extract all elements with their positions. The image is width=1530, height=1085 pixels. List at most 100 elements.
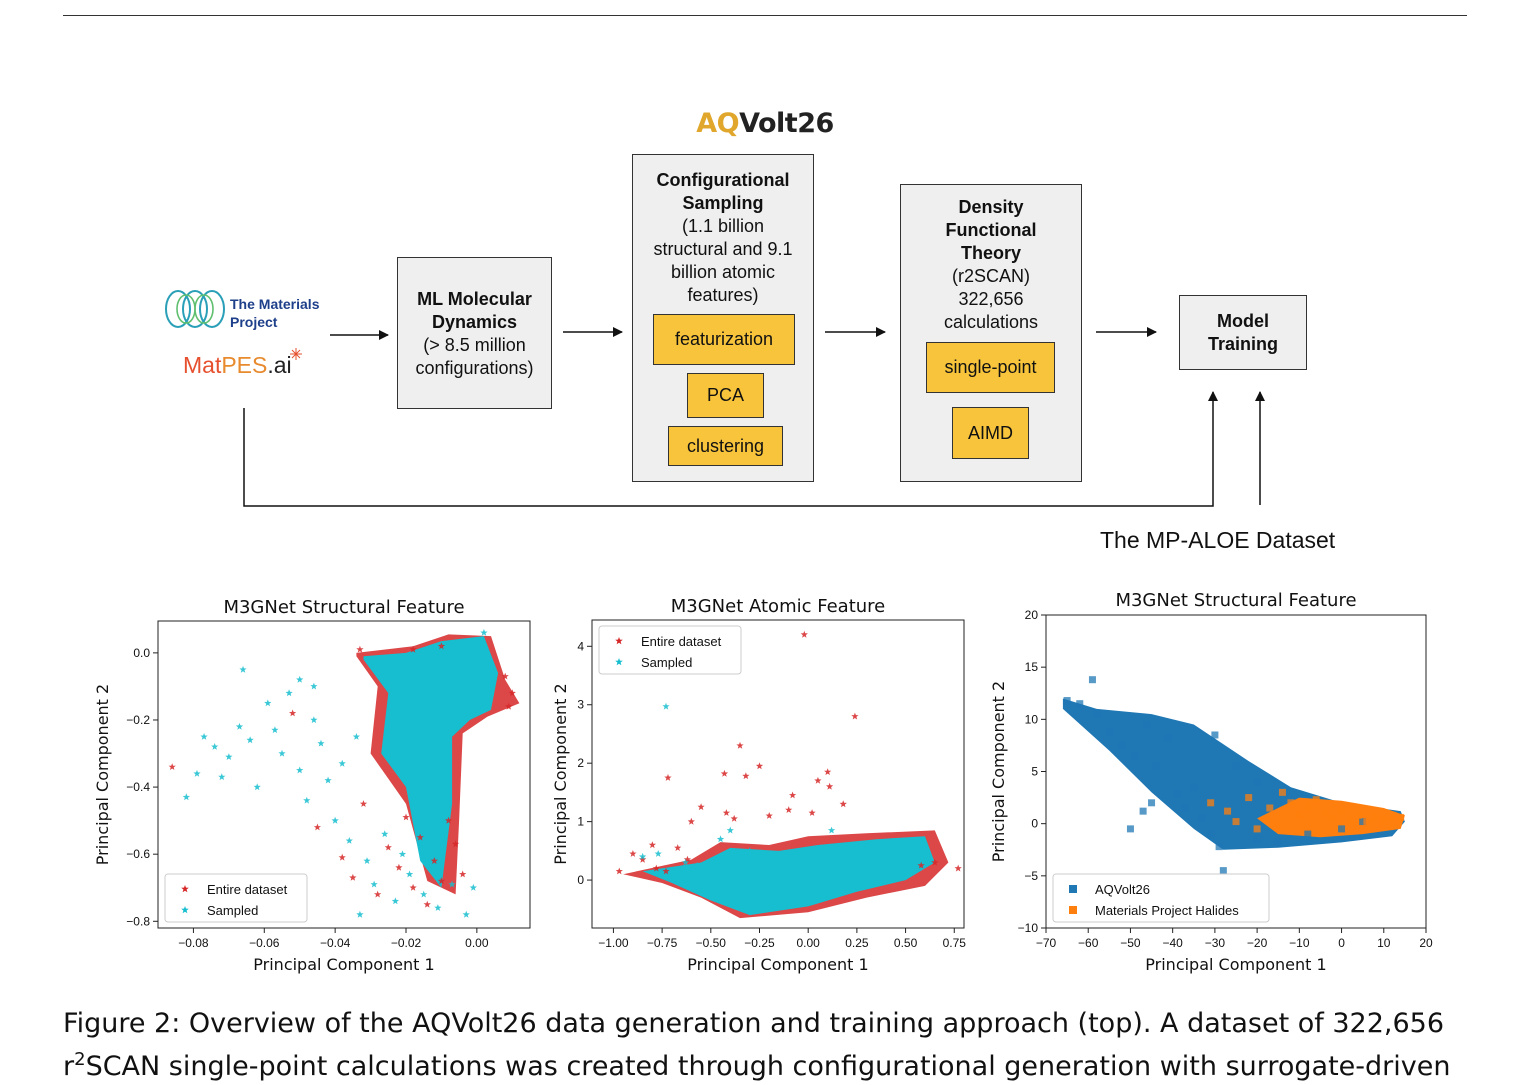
y-tick-label: 15: [1025, 660, 1039, 674]
chart-title: M3GNet Structural Feature: [223, 597, 464, 618]
data-point: [296, 766, 304, 774]
chart-title: M3GNet Structural Feature: [1115, 590, 1356, 611]
x-tick-label: 0: [1338, 936, 1345, 950]
y-tick-label: 4: [577, 639, 584, 653]
top-rule: [63, 15, 1467, 16]
x-tick-label: −0.08: [178, 936, 209, 950]
y-axis-label: Principal Component 2: [989, 681, 1008, 862]
data-point: [182, 793, 190, 801]
figure-caption: Figure 2: Overview of the AQVolt26 data …: [63, 1006, 1467, 1085]
legend-label: AQVolt26: [1095, 882, 1150, 897]
data-point: [508, 689, 516, 697]
step-single-point: single-point: [926, 342, 1055, 393]
x-axis-label: Principal Component 1: [687, 955, 868, 974]
matpes-part3: .ai: [267, 352, 292, 378]
data-point: [1164, 734, 1172, 742]
data-point: [469, 883, 477, 891]
data-point: [1063, 697, 1071, 705]
data-point: [289, 709, 297, 717]
data-point: [1076, 700, 1084, 708]
data-point: [420, 890, 428, 898]
data-point: [395, 863, 403, 871]
data-point: [1131, 752, 1139, 760]
data-point: [409, 883, 417, 891]
data-point: [1232, 818, 1240, 826]
data-point: [1321, 809, 1329, 817]
title-main: Volt26: [739, 108, 834, 139]
data-point: [629, 850, 637, 857]
dft-title3: Theory: [960, 243, 1021, 263]
data-point: [730, 814, 738, 822]
figure-title: AQVolt26: [0, 108, 1530, 139]
x-tick-label: −0.06: [249, 936, 280, 950]
data-point: [1338, 807, 1346, 815]
caption-label: Figure 2:: [63, 1008, 181, 1039]
legend-box: [598, 625, 742, 675]
x-tick-label: 0.25: [845, 936, 869, 950]
data-point: [356, 645, 364, 653]
data-point: [722, 809, 730, 816]
legend-label: Materials Project Halides: [1095, 903, 1239, 918]
data-point: [296, 675, 304, 683]
legend-marker: [181, 906, 189, 914]
materials-project-logo: [165, 290, 225, 328]
data-point: [505, 702, 513, 710]
chart-atomic-feature: M3GNet Atomic Feature −1.00 −0.75 −0.50 −0.2…: [551, 596, 966, 974]
legend-marker: [615, 658, 623, 666]
md-line2: configurations): [415, 358, 534, 378]
y-axis-label: Principal Component 2: [551, 683, 570, 864]
x-tick-label: −40: [1162, 936, 1183, 950]
sampling-line1: (1.1 billion: [681, 216, 765, 236]
data-point: [681, 858, 690, 866]
data-point: [253, 783, 261, 791]
data-point: [1253, 825, 1261, 833]
data-point: [398, 850, 407, 858]
data-point: [1093, 710, 1101, 718]
data-point: [1198, 814, 1206, 822]
md-line1: (> 8.5 million: [423, 335, 526, 355]
chart-structural-feature-1: M3GNet Structural Feature −0.08 −0.06 −0.04…: [93, 597, 531, 974]
data-point: [437, 877, 445, 885]
data-point: [639, 855, 647, 863]
x-tick-label: −0.75: [647, 936, 678, 950]
data-point: [814, 776, 822, 784]
x-axis-label: Principal Component 1: [1145, 955, 1326, 974]
data-point: [1253, 778, 1261, 786]
data-point: [736, 741, 744, 749]
caption-sup: 2: [74, 1049, 86, 1070]
data-point: [716, 835, 725, 843]
data-point: [1190, 783, 1198, 791]
legend-marker: [181, 885, 189, 893]
legend-box: [164, 873, 308, 923]
data-point: [1266, 804, 1274, 812]
data-point: [800, 630, 808, 638]
data-point: [1126, 825, 1134, 833]
step-clustering: clustering: [668, 426, 783, 466]
legend-box: [1052, 873, 1270, 923]
data-point: [501, 672, 509, 680]
data-point: [789, 791, 797, 799]
data-point: [356, 910, 364, 918]
data-point: [1148, 799, 1156, 807]
data-point: [1232, 762, 1240, 770]
y-tick-label: 0: [1031, 817, 1038, 831]
data-point: [193, 769, 201, 777]
step-pca: PCA: [687, 373, 764, 418]
sampled-cloud: [363, 636, 499, 888]
sampling-title1: Configurational: [656, 170, 790, 190]
legend-label: Entire dataset: [207, 882, 288, 897]
data-point: [1181, 804, 1189, 812]
data-point: [1224, 807, 1232, 815]
data-point: [664, 774, 672, 781]
data-point: [808, 809, 816, 816]
y-tick-label: 0.0: [133, 646, 150, 660]
data-point: [235, 722, 244, 730]
data-point: [1304, 804, 1312, 812]
data-point: [726, 826, 734, 834]
data-point: [359, 800, 368, 807]
sampling-line2: structural and 9.1: [653, 239, 793, 259]
data-point: [402, 813, 410, 821]
data-point: [303, 796, 311, 804]
plot-area: [168, 628, 520, 918]
y-tick-label: −0.6: [126, 847, 150, 861]
